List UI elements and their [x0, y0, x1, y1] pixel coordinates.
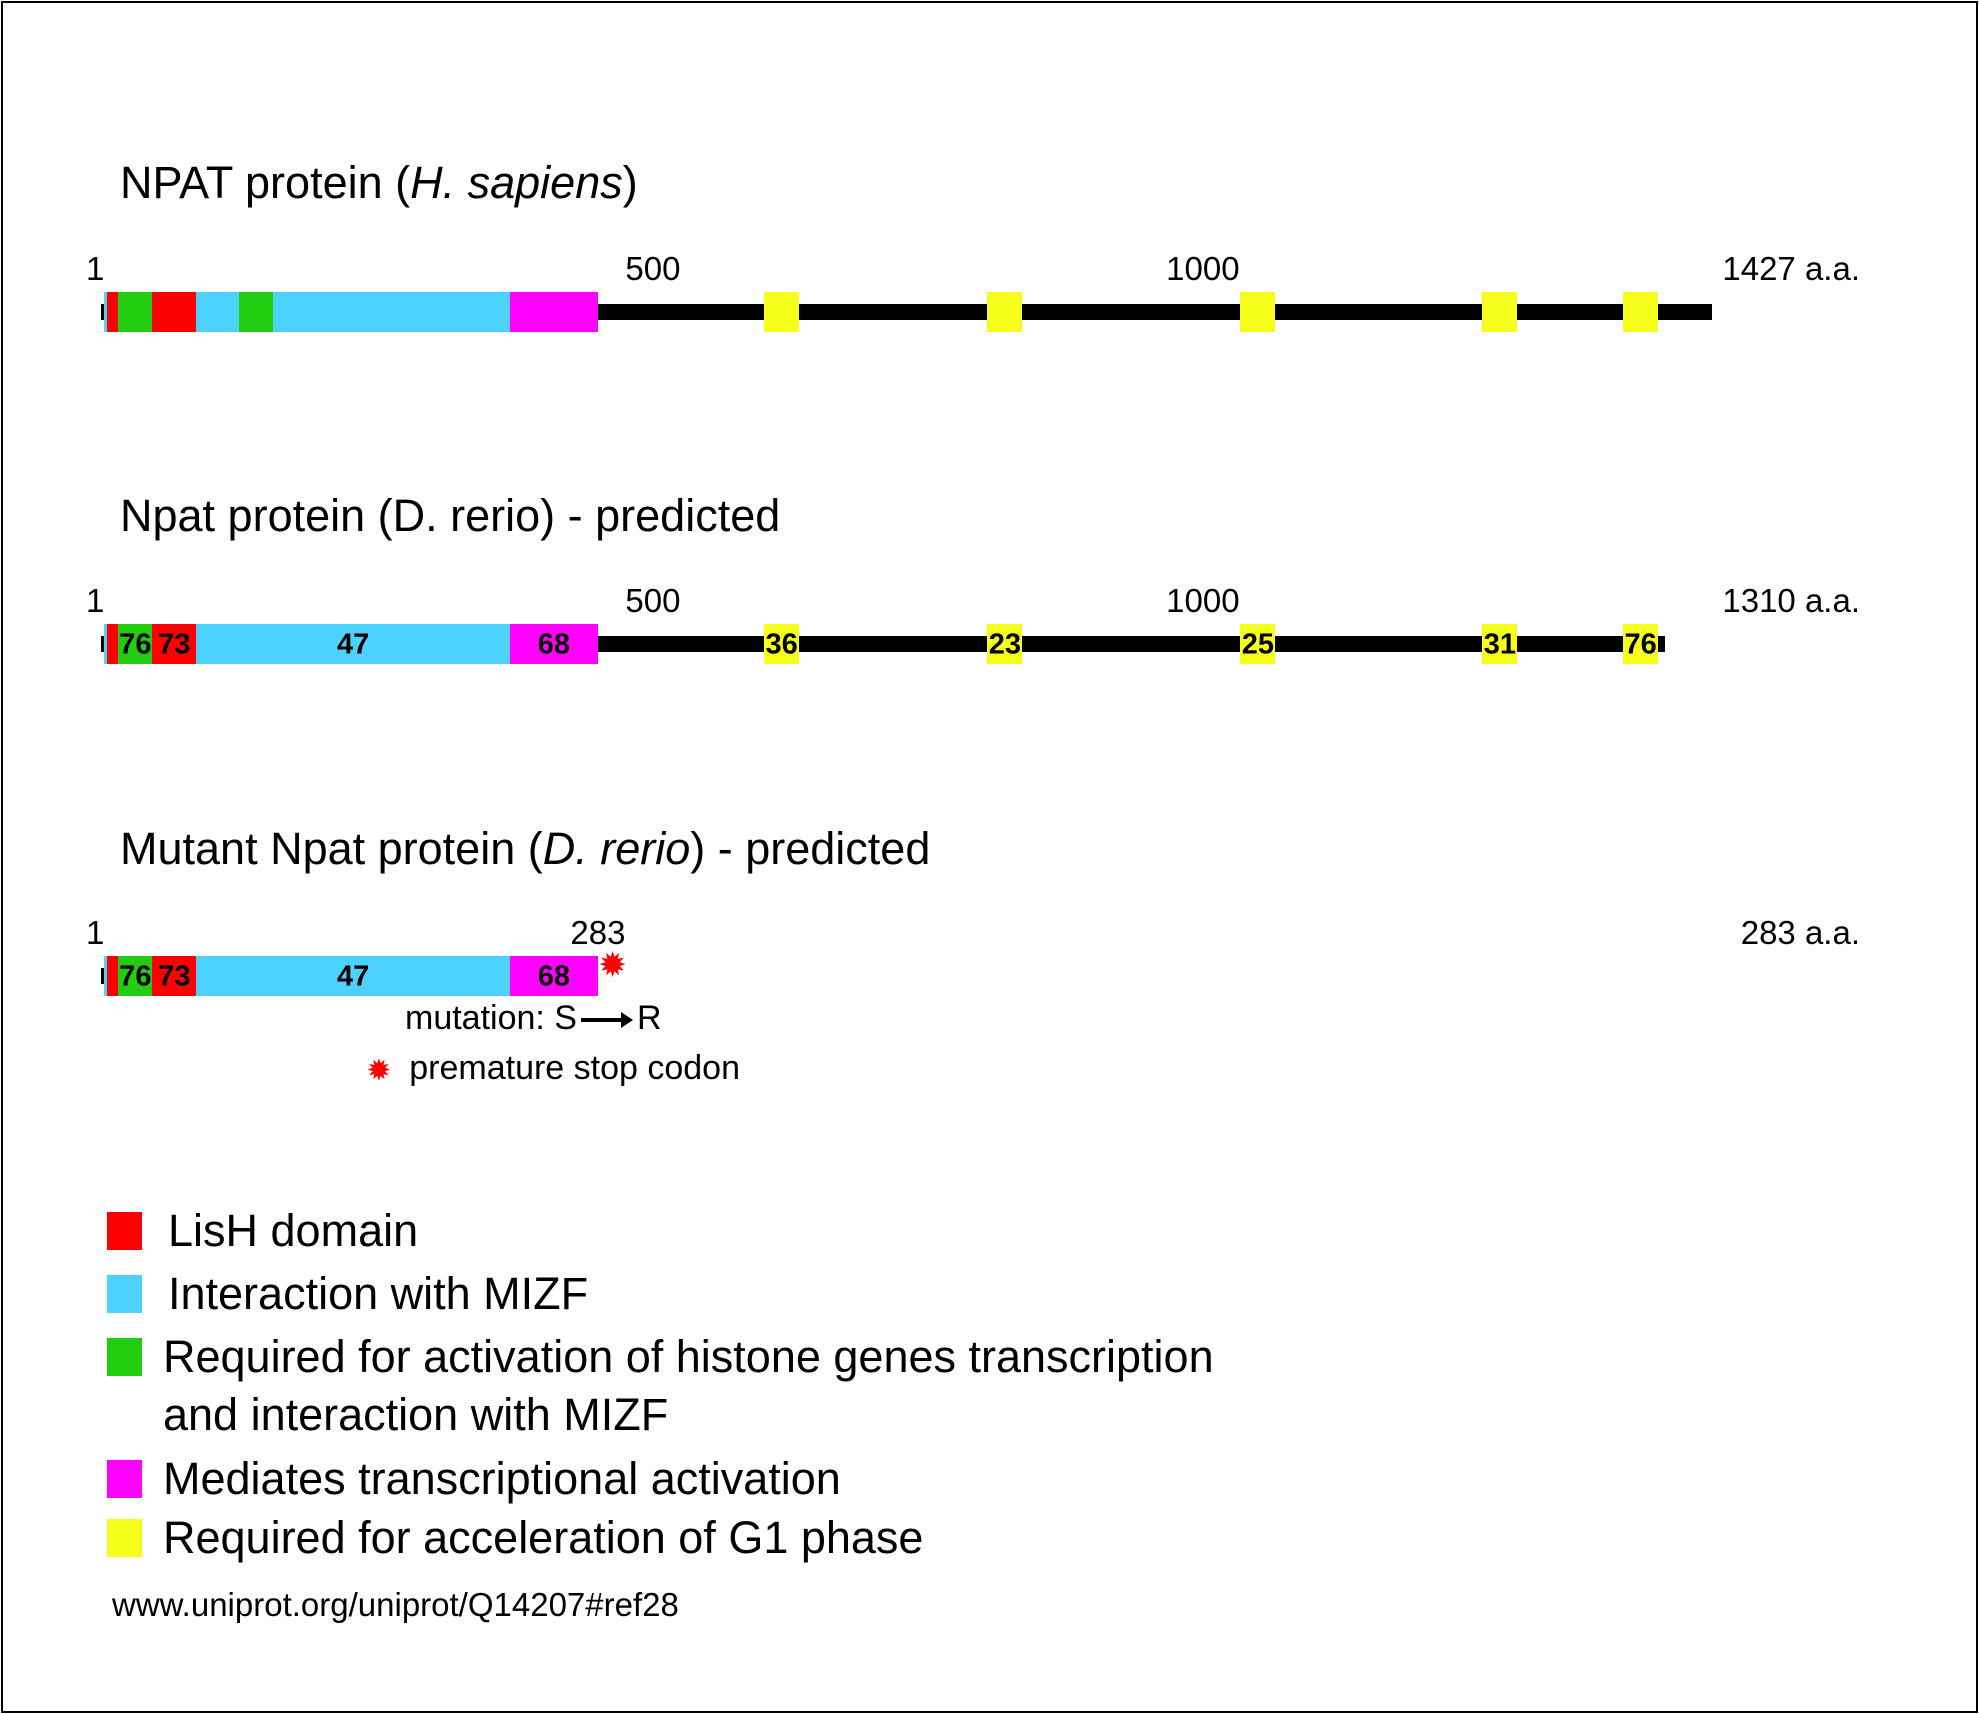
- domain-segment-label: 68: [537, 960, 571, 993]
- legend-label: and interaction with MIZF: [163, 1389, 669, 1440]
- domain-segment-label: 36: [765, 628, 798, 661]
- domain-segment-histone: [118, 292, 153, 332]
- mutation-suffix: R: [636, 999, 662, 1037]
- domain-segment-lish: [152, 292, 197, 332]
- mutation-prefix: mutation: S: [405, 999, 577, 1037]
- tick-label: 1427 a.a.: [1722, 250, 1860, 287]
- domain-segment-g1: [1623, 292, 1659, 332]
- domain-segment-label: 23: [988, 628, 1022, 661]
- domain-segment-label: 76: [119, 960, 152, 993]
- domain-segment-mizf: [273, 292, 510, 332]
- domain-segment-g1: [1482, 292, 1518, 332]
- tick-label: 1000: [1166, 250, 1240, 287]
- domain-segment-label: 76: [1624, 628, 1657, 661]
- domain-segment-lish: [152, 956, 197, 996]
- domain-segment-g1: [987, 624, 1023, 664]
- domain-segment-g1: [764, 292, 800, 332]
- domain-segment-label: 31: [1483, 628, 1517, 661]
- domain-segment-label: 25: [1241, 628, 1275, 661]
- domain-segment-label: 68: [537, 628, 571, 661]
- domain-segment-g1: [1240, 624, 1276, 664]
- tick-label: 1000: [1166, 582, 1240, 619]
- domain-segment-g1: [764, 624, 800, 664]
- tick-label: 1: [86, 250, 105, 287]
- domain-segment-lish: [152, 624, 197, 664]
- tick-label: 500: [625, 250, 681, 287]
- start-mark: [101, 968, 104, 984]
- tick-label: 1: [86, 914, 105, 951]
- domain-segment-label: 47: [337, 960, 370, 993]
- domain-segment-histone: [118, 624, 153, 664]
- domain-segment-mizf: [104, 624, 108, 664]
- domain-segment-mizf: [104, 956, 108, 996]
- domain-segment-label: 73: [158, 628, 191, 661]
- domain-segment-transcription: [509, 956, 598, 996]
- stop-codon-mark: ✹: [600, 949, 626, 982]
- domain-segment-histone: [239, 292, 274, 332]
- legend-label: Interaction with MIZF: [168, 1268, 589, 1319]
- start-mark: [101, 636, 104, 652]
- start-mark: [101, 304, 104, 320]
- legend-swatch-histone: [107, 1338, 142, 1376]
- stop-codon-label: premature stop codon: [409, 1049, 741, 1087]
- legend-swatch-transcription: [107, 1460, 142, 1498]
- domain-segment-mizf: [196, 292, 240, 332]
- domain-segment-label: 47: [337, 628, 370, 661]
- legend-label: Required for activation of histone genes…: [163, 1331, 1214, 1382]
- mutation-note: mutation: S R: [405, 1001, 662, 1035]
- domain-segment-lish: [107, 956, 119, 996]
- domain-segment-mizf: [104, 292, 108, 332]
- legend-swatch-mizf: [107, 1275, 142, 1313]
- domain-segment-g1: [1623, 624, 1659, 664]
- stop-codon-icon: ✹: [368, 1055, 390, 1086]
- domain-segment-mizf: [196, 956, 510, 996]
- domain-segment-transcription: [509, 624, 598, 664]
- stop-codon-note: ✹ premature stop codon: [368, 1051, 740, 1085]
- panel-2-title: Npat protein (D. rerio) - predicted: [120, 490, 781, 541]
- tick-label: 283: [570, 914, 626, 951]
- tick-label: 283 a.a.: [1740, 914, 1860, 951]
- domain-segment-g1: [1240, 292, 1276, 332]
- domain-segment-label: 76: [119, 628, 152, 661]
- panel-3-title: Mutant Npat protein (D. rerio) - predict…: [120, 823, 931, 874]
- legend-swatch-g1: [107, 1519, 142, 1557]
- legend-label: LisH domain: [168, 1205, 419, 1256]
- legend-label: Mediates transcriptional activation: [163, 1453, 841, 1504]
- legend-label: Required for acceleration of G1 phase: [163, 1512, 924, 1563]
- domain-segment-lish: [107, 624, 119, 664]
- domain-segment-g1: [987, 292, 1023, 332]
- source-url: www.uniprot.org/uniprot/Q14207#ref28: [112, 1586, 679, 1623]
- domain-segment-transcription: [509, 292, 598, 332]
- domain-segment-lish: [107, 292, 119, 332]
- tick-label: 1: [86, 582, 105, 619]
- tick-label: 1310 a.a.: [1722, 582, 1860, 619]
- domain-segment-g1: [1482, 624, 1518, 664]
- legend-swatch-lish: [107, 1212, 142, 1250]
- domain-segment-mizf: [196, 624, 510, 664]
- domain-segment-label: 73: [158, 960, 191, 993]
- tick-label: 500: [625, 582, 681, 619]
- panel-1-title: NPAT protein (H. sapiens): [120, 157, 638, 208]
- domain-segment-histone: [118, 956, 153, 996]
- arrow-right-icon: [580, 1012, 633, 1029]
